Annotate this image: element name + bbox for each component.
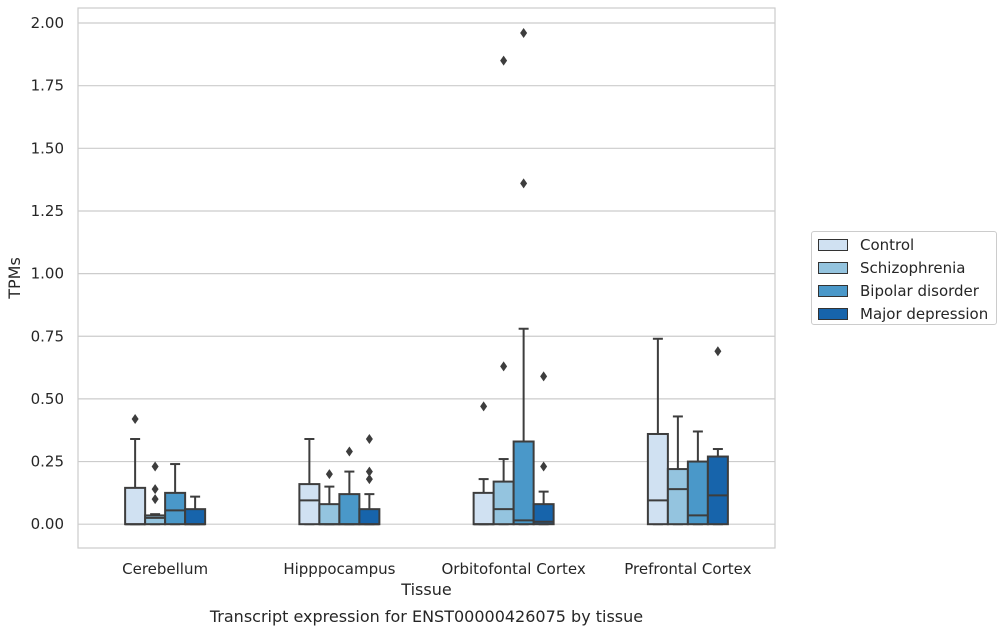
box-3-3: [706, 346, 729, 526]
outlier-point: [325, 469, 333, 480]
box-2-3: [532, 371, 555, 526]
y-tick-label: 0.75: [31, 327, 64, 345]
legend-item: Schizophrenia: [818, 258, 965, 278]
y-tick-label: 1.25: [31, 202, 64, 220]
box-1-2: [338, 446, 361, 526]
box-rect: [144, 514, 167, 526]
legend-label: Major depression: [860, 305, 989, 323]
x-tick-label: Hipppocampus: [283, 560, 395, 578]
box-rect: [532, 503, 555, 526]
y-tick-label: 1.75: [31, 77, 64, 95]
outlier-point: [480, 401, 488, 412]
box-1-1: [318, 469, 341, 526]
legend-label: Bipolar disorder: [860, 282, 979, 300]
legend: Control Schizophrenia Bipolar disorder Majo…: [811, 231, 997, 325]
x-tick-label: Orbitofontal Cortex: [442, 560, 586, 578]
x-tick-label: Cerebellum: [122, 560, 208, 578]
legend-swatch: [818, 308, 848, 320]
box-rect: [298, 483, 321, 526]
y-tick-label: 0.50: [31, 390, 64, 408]
box-rect: [318, 503, 341, 526]
y-tick-label: 1.50: [31, 139, 64, 157]
legend-item: Control: [818, 235, 914, 255]
outlier-point: [500, 55, 508, 66]
box-2-2: [512, 28, 535, 526]
box-3-2: [686, 430, 709, 526]
y-tick-label: 2.00: [31, 14, 64, 32]
chart-title: Transcript expression for ENST0000042607…: [209, 607, 643, 626]
outlier-point: [500, 361, 508, 372]
outlier-point: [345, 446, 353, 457]
plot-area: [77, 7, 776, 549]
outlier-point: [520, 178, 528, 189]
legend-swatch: [818, 239, 848, 251]
y-tick-label: 0.25: [31, 453, 64, 471]
outlier-point: [151, 494, 159, 505]
outlier-point: [540, 461, 548, 472]
box-0-0: [124, 413, 147, 526]
box-rect: [472, 491, 495, 526]
x-tick-label: Prefrontal Cortex: [624, 560, 751, 578]
box-rect: [338, 493, 361, 526]
box-rect: [512, 440, 535, 526]
box-groups: [124, 28, 729, 526]
y-tick-label: 1.00: [31, 265, 64, 283]
legend-swatch: [818, 285, 848, 297]
outlier-point: [365, 433, 373, 444]
outlier-point: [520, 28, 528, 39]
outlier-point: [131, 413, 139, 424]
legend-item: Major depression: [818, 304, 988, 324]
box-rect: [358, 508, 381, 526]
box-rect: [184, 508, 207, 526]
box-rect: [706, 455, 729, 526]
legend-item: Bipolar disorder: [818, 281, 979, 301]
box-0-2: [164, 463, 187, 526]
box-rect: [124, 486, 147, 526]
box-0-3: [184, 495, 207, 526]
outlier-point: [151, 484, 159, 495]
box-1-3: [358, 433, 381, 526]
outlier-point: [540, 371, 548, 382]
y-axis-label: TPMs: [5, 257, 24, 300]
box-rect: [666, 468, 689, 526]
legend-label: Schizophrenia: [860, 259, 966, 277]
outlier-point: [151, 461, 159, 472]
y-tick-labels: 0.00 0.25 0.50 0.75 1.00 1.25 1.50 1.75 2.00: [31, 14, 64, 533]
box-rect: [164, 491, 187, 526]
outlier-point: [365, 474, 373, 485]
legend-swatch: [818, 262, 848, 274]
outlier-point: [365, 466, 373, 477]
y-tick-label: 0.00: [31, 515, 64, 533]
x-axis-label: Tissue: [400, 580, 451, 599]
box-3-1: [666, 415, 689, 526]
box-rect: [646, 432, 669, 526]
box-rect: [492, 480, 515, 526]
legend-label: Control: [860, 236, 915, 254]
outlier-point: [714, 346, 722, 357]
x-tick-labels: Cerebellum Hipppocampus Orbitofontal Corte…: [122, 560, 751, 578]
